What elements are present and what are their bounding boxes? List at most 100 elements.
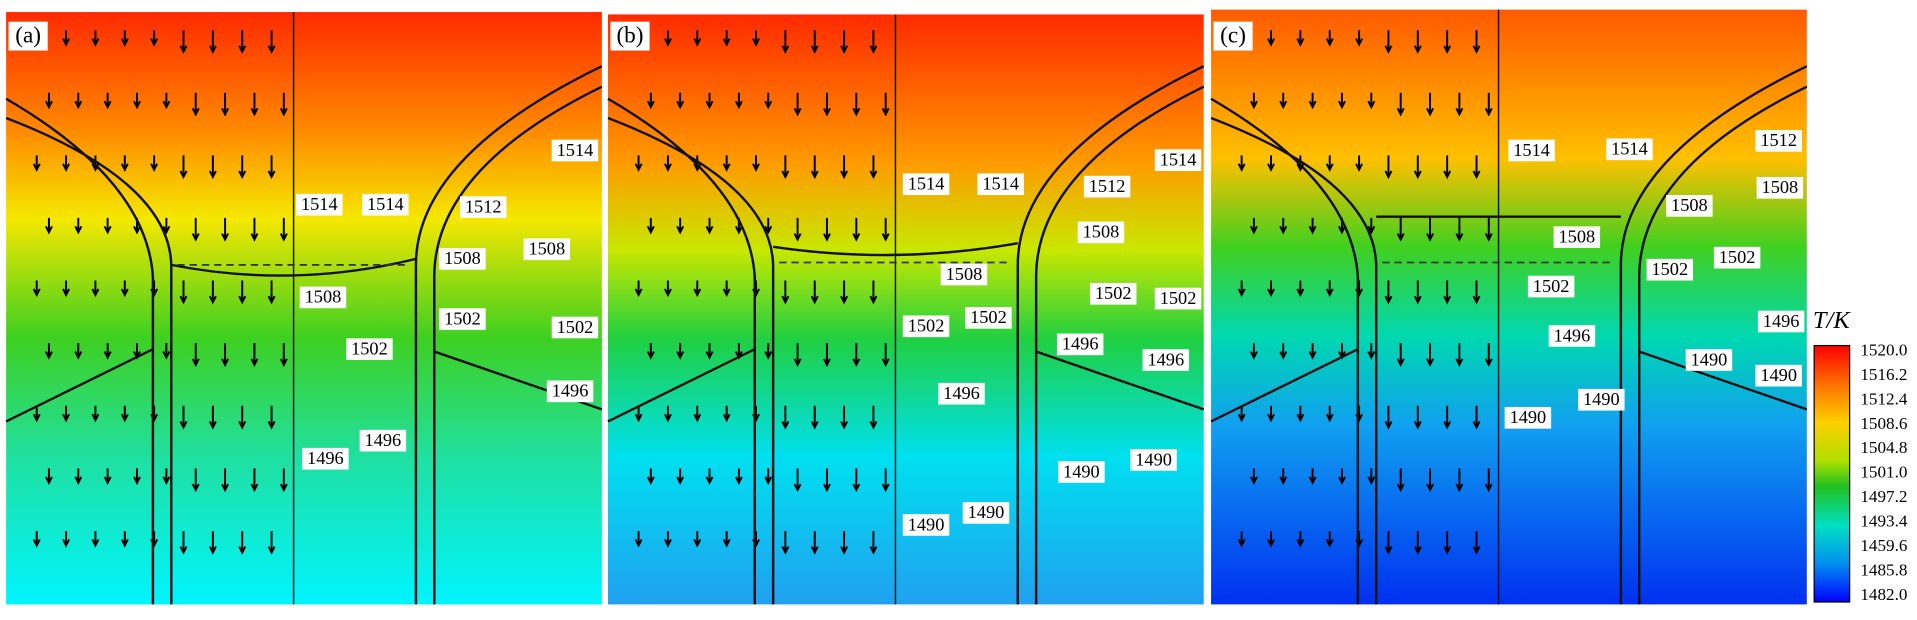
flow-arrow <box>1308 92 1317 110</box>
flow-arrow <box>1472 280 1481 305</box>
label-box <box>938 382 985 405</box>
flow-arrow <box>823 217 831 242</box>
flow-arrow <box>1443 30 1452 54</box>
figure-body: (a) 1514 1514 1512 1514 1508 1508 1508 1502 1502 1… <box>5 9 1908 605</box>
flow-arrow <box>1267 405 1275 423</box>
panel: (a) <box>5 12 603 605</box>
contour-label: 1514 <box>1611 139 1648 159</box>
flow-arrow <box>1443 280 1452 305</box>
flow-arrow <box>705 217 714 235</box>
panel-label-box <box>1213 21 1253 51</box>
flow-arrow <box>676 343 685 360</box>
flow-arrow <box>705 92 714 110</box>
flow-arrow <box>32 530 41 548</box>
contour-label: 1512 <box>1089 176 1126 196</box>
flow-arrow <box>1396 217 1405 242</box>
flow-arrow <box>1367 217 1376 235</box>
flow-arrow <box>881 92 890 117</box>
flow-arrow <box>1249 468 1258 485</box>
label-box <box>299 286 347 309</box>
flow-arrow <box>646 92 655 110</box>
contour-label: 1490 <box>1135 449 1172 469</box>
flow-arrow <box>1296 405 1305 423</box>
flow-arrow <box>1384 530 1393 555</box>
mold-wall <box>1619 65 1808 605</box>
temperature-field <box>6 12 602 605</box>
colorbar-tick-label: 1497.2 <box>1860 487 1907 506</box>
flow-arrow <box>91 530 100 548</box>
contour-label: 1508 <box>444 248 481 268</box>
panel: (b) <box>607 14 1205 605</box>
mold-wall <box>1016 65 1205 605</box>
contour-label: 1496 <box>1763 311 1800 331</box>
label-box <box>902 315 950 338</box>
contour-label: 1502 <box>557 317 594 337</box>
colorbar-tick-label: 1520.0 <box>1860 341 1907 360</box>
flow-arrow <box>150 30 159 47</box>
flow-arrow <box>1455 343 1464 367</box>
contour-label: 1508 <box>946 264 983 284</box>
label-box <box>362 193 409 216</box>
label-box <box>1606 138 1653 161</box>
panel-label-box <box>610 21 650 51</box>
contour-label: 1496 <box>1554 325 1591 345</box>
flow-arrow <box>852 468 861 493</box>
flow-arrow <box>1384 155 1393 180</box>
flow-arrow <box>221 92 230 117</box>
flow-arrow <box>840 280 849 305</box>
flow-arrow <box>279 217 288 242</box>
flow-arrow <box>162 217 171 235</box>
flow-arrow <box>32 405 41 423</box>
flow-arrow <box>91 30 100 47</box>
temperature-field <box>1211 9 1807 605</box>
panel-label: (b) <box>616 22 643 48</box>
contour-label: 1502 <box>444 309 481 329</box>
flow-arrow <box>1308 217 1317 235</box>
flow-arrow <box>793 468 802 493</box>
flow-arrow <box>74 92 83 110</box>
flow-arrow <box>634 155 643 172</box>
contour-label: 1496 <box>552 381 589 401</box>
flow-arrow <box>91 280 100 298</box>
flow-arrow <box>823 343 831 367</box>
label-box <box>1685 349 1733 371</box>
flow-arrow <box>1325 30 1334 47</box>
flow-arrow <box>1443 405 1452 430</box>
label-box <box>1755 130 1802 152</box>
flow-arrow <box>62 155 70 172</box>
flow-arrow <box>208 155 217 180</box>
label-box <box>1089 282 1137 305</box>
label-box <box>902 173 950 196</box>
contour-label: 1502 <box>1160 288 1197 308</box>
flow-arrow <box>793 343 802 367</box>
flow-arrow <box>62 405 70 423</box>
label-box <box>1553 226 1601 249</box>
colorbar-tick-label: 1516.2 <box>1860 365 1907 384</box>
flow-arrow <box>1279 92 1288 110</box>
flow-arrow <box>1484 468 1493 493</box>
flow-arrow <box>162 343 171 360</box>
label-box <box>962 502 1010 524</box>
panel-label-box <box>8 21 48 51</box>
colorbar-tick-label: 1485.8 <box>1860 561 1907 580</box>
label-box <box>1056 333 1104 356</box>
colorbar-tick-label: 1482.0 <box>1860 585 1907 604</box>
flow-arrow <box>840 530 849 555</box>
label-box <box>551 139 599 162</box>
flow-arrow <box>250 217 259 242</box>
flow-arrow <box>1267 155 1275 172</box>
mold-wall <box>607 97 756 605</box>
flow-arrow <box>676 468 685 485</box>
flow-arrow <box>810 405 819 430</box>
mold-wall <box>772 242 1019 257</box>
flow-arrow <box>1413 30 1422 54</box>
flow-arrow <box>869 405 878 430</box>
flow-arrow <box>221 217 230 242</box>
label-box <box>1755 364 1802 387</box>
flow-arrow <box>1426 468 1434 493</box>
flow-arrow <box>74 468 83 485</box>
flow-arrow <box>1308 343 1317 360</box>
flow-arrow <box>1249 343 1258 360</box>
flow-arrow <box>162 468 171 485</box>
